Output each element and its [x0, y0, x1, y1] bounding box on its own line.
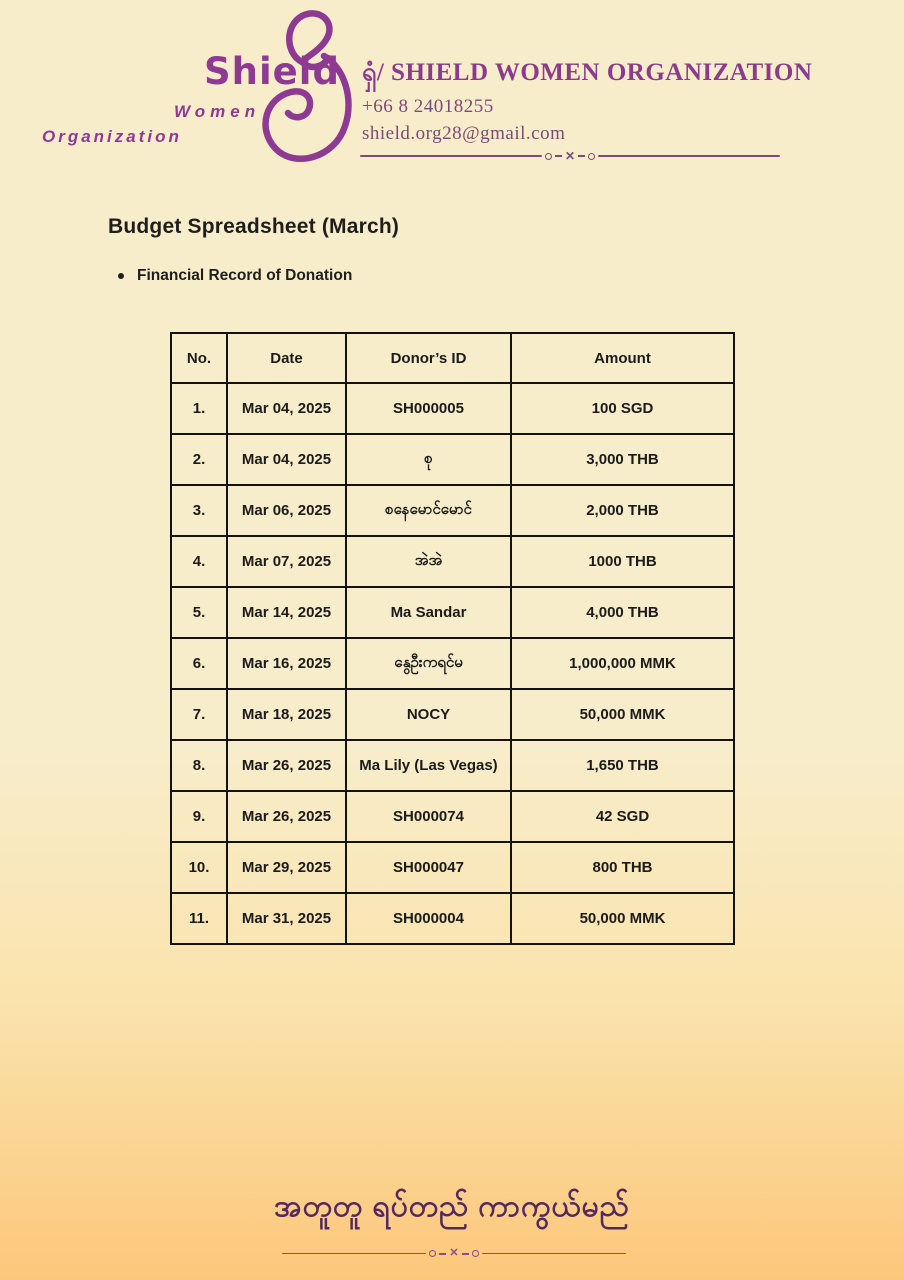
divider-dash — [578, 155, 586, 157]
cell-donor: SH000005 — [345, 382, 512, 435]
bullet-label: Financial Record of Donation — [137, 267, 353, 284]
organization-title: ရှံ/ SHIELD WOMEN ORGANIZATION — [362, 59, 813, 86]
cell-donor: စနေမောင်မောင် — [345, 484, 512, 537]
cell-amount: 3,000 THB — [510, 433, 735, 486]
table-row: 8. Mar 26, 2025 Ma Lily (Las Vegas) 1,65… — [170, 739, 735, 792]
cell-date: Mar 06, 2025 — [226, 484, 347, 537]
page-title: Budget Spreadsheet (March) — [108, 215, 400, 238]
table-row: 2. Mar 04, 2025 စု 3,000 THB — [170, 433, 735, 486]
cell-date: Mar 18, 2025 — [226, 688, 347, 741]
cell-no: 3. — [170, 484, 228, 537]
divider-line — [282, 1252, 427, 1255]
table-row: 10. Mar 29, 2025 SH000047 800 THB — [170, 841, 735, 894]
divider-dot-icon — [544, 152, 552, 160]
cell-donor: နွေဦးကရင်မ — [345, 637, 512, 690]
cell-donor: NOCY — [345, 688, 512, 741]
cell-date: Mar 14, 2025 — [226, 586, 347, 639]
column-header-date: Date — [226, 332, 347, 384]
divider-dot-icon — [429, 1250, 437, 1257]
cell-no: 9. — [170, 790, 228, 843]
cell-date: Mar 26, 2025 — [226, 739, 347, 792]
divider-line — [598, 155, 780, 157]
logo-organization-text: Organization — [42, 127, 182, 146]
cell-amount: 4,000 THB — [510, 586, 735, 639]
cell-donor: စု — [345, 433, 512, 486]
cell-no: 10. — [170, 841, 228, 894]
donation-table: No. Date Donor’s ID Amount 1. Mar 04, 20… — [170, 332, 735, 945]
column-header-donor: Donor’s ID — [345, 332, 512, 384]
cell-no: 1. — [170, 382, 228, 435]
cell-donor: Ma Lily (Las Vegas) — [345, 739, 512, 792]
cell-donor: Ma Sandar — [345, 586, 512, 639]
cell-amount: 2,000 THB — [510, 484, 735, 537]
table-row: 11. Mar 31, 2025 SH000004 50,000 MMK — [170, 892, 735, 945]
table-row: 4. Mar 07, 2025 အဲအဲ 1000 THB — [170, 535, 735, 588]
cell-date: Mar 26, 2025 — [226, 790, 347, 843]
footer-divider: ✕ — [282, 1248, 626, 1259]
divider-dot-icon — [588, 152, 596, 160]
cell-no: 4. — [170, 535, 228, 588]
cell-amount: 1000 THB — [510, 535, 735, 588]
cell-no: 5. — [170, 586, 228, 639]
divider-line — [481, 1252, 626, 1255]
cell-amount: 100 SGD — [510, 382, 735, 435]
section-bullet-item: Financial Record of Donation — [118, 267, 352, 285]
cell-no: 2. — [170, 433, 228, 486]
divider-x-icon: ✕ — [449, 1247, 459, 1259]
cell-amount: 800 THB — [510, 841, 735, 894]
table-header-row: No. Date Donor’s ID Amount — [170, 332, 735, 384]
cell-amount: 1,650 THB — [510, 739, 735, 792]
cell-amount: 50,000 MMK — [510, 892, 735, 945]
bullet-dot-icon — [118, 273, 124, 279]
table-row: 3. Mar 06, 2025 စနေမောင်မောင် 2,000 THB — [170, 484, 735, 537]
divider-dash — [461, 1252, 469, 1255]
table-row: 1. Mar 04, 2025 SH000005 100 SGD — [170, 382, 735, 435]
cell-no: 6. — [170, 637, 228, 690]
cell-amount: 42 SGD — [510, 790, 735, 843]
footer-slogan: အတူတူ ရပ်တည် ကာကွယ်မည် — [274, 1190, 630, 1223]
cell-date: Mar 16, 2025 — [226, 637, 347, 690]
cell-date: Mar 31, 2025 — [226, 892, 347, 945]
cell-amount: 50,000 MMK — [510, 688, 735, 741]
logo-brand-text: Shield — [204, 50, 340, 93]
divider-dot-icon — [471, 1250, 479, 1257]
logo-woman-figure-icon — [240, 6, 368, 176]
cell-date: Mar 07, 2025 — [226, 535, 347, 588]
header-divider: ✕ — [360, 150, 780, 162]
cell-amount: 1,000,000 MMK — [510, 637, 735, 690]
divider-line — [360, 155, 542, 157]
logo-women-text: Women — [174, 102, 261, 121]
phone-number: +66 8 24018255 — [362, 96, 494, 117]
table-row: 7. Mar 18, 2025 NOCY 50,000 MMK — [170, 688, 735, 741]
table-row: 6. Mar 16, 2025 နွေဦးကရင်မ 1,000,000 MMK — [170, 637, 735, 690]
cell-donor: SH000004 — [345, 892, 512, 945]
cell-date: Mar 04, 2025 — [226, 382, 347, 435]
cell-donor: SH000047 — [345, 841, 512, 894]
cell-donor: SH000074 — [345, 790, 512, 843]
column-header-no: No. — [170, 332, 228, 384]
divider-dash — [554, 155, 562, 157]
table-body: 1. Mar 04, 2025 SH000005 100 SGD 2. Mar … — [170, 382, 735, 945]
cell-no: 11. — [170, 892, 228, 945]
table-row: 9. Mar 26, 2025 SH000074 42 SGD — [170, 790, 735, 843]
table-row: 5. Mar 14, 2025 Ma Sandar 4,000 THB — [170, 586, 735, 639]
cell-no: 8. — [170, 739, 228, 792]
column-header-amount: Amount — [510, 332, 735, 384]
divider-x-icon: ✕ — [564, 149, 576, 163]
email-address: shield.org28@gmail.com — [362, 123, 566, 144]
cell-date: Mar 29, 2025 — [226, 841, 347, 894]
cell-date: Mar 04, 2025 — [226, 433, 347, 486]
divider-dash — [439, 1252, 447, 1255]
cell-donor: အဲအဲ — [345, 535, 512, 588]
cell-no: 7. — [170, 688, 228, 741]
